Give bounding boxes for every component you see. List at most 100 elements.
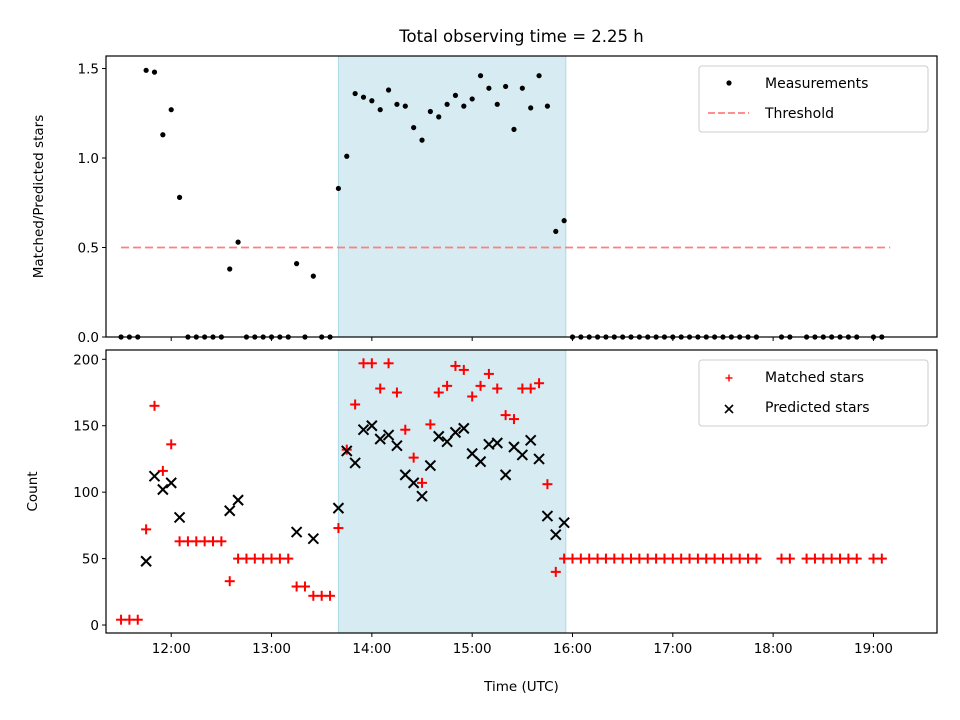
y-tick-label: 0 — [90, 618, 99, 634]
matched-star-point — [166, 439, 177, 450]
matched-star-point — [291, 581, 302, 592]
measurement-point — [452, 92, 459, 98]
measurement-point — [553, 228, 559, 235]
matched-star-point — [550, 566, 561, 577]
ratio-ticks: 0.0 0.5 1.0 1.5 — [78, 62, 874, 346]
measurement-point — [511, 126, 517, 132]
matched-star-point — [241, 553, 252, 564]
measurement-point — [344, 153, 350, 159]
matched-star-point — [375, 383, 386, 394]
predicted-star-point — [449, 426, 462, 439]
x-tick-label: 13:00 — [252, 641, 291, 657]
measurement-point — [227, 266, 233, 272]
predicted-star-point — [148, 470, 161, 482]
matched-star-point — [801, 553, 812, 564]
y-tick-label: 50 — [82, 552, 99, 568]
x-stroke-b — [541, 510, 554, 522]
measurement-point — [494, 101, 500, 107]
y-tick-label: 150 — [73, 419, 99, 435]
x-stroke-b — [357, 424, 370, 436]
x-tick-label: 15:00 — [453, 641, 492, 657]
matched-star-point — [249, 553, 260, 564]
matched-star-point — [726, 553, 737, 564]
count-legend-box — [698, 359, 929, 427]
measurement-point — [419, 137, 425, 143]
measurement-point — [143, 67, 149, 73]
x-stroke-b — [157, 483, 169, 496]
matched-star-point — [450, 360, 461, 371]
predicted-star-point — [157, 483, 169, 496]
predicted-star-point — [391, 439, 403, 452]
matched-star-point — [492, 383, 503, 394]
x-stroke-b — [224, 505, 236, 517]
matched-star-point — [442, 380, 453, 391]
legend-measurements-label: Measurements — [765, 76, 868, 92]
matched-star-point — [818, 553, 829, 564]
count-y-axis-label: Count — [25, 471, 41, 511]
matched-star-point — [299, 581, 310, 592]
matched-star-point — [667, 553, 678, 564]
x-stroke-b — [466, 447, 478, 460]
matched-star-point — [316, 590, 327, 601]
predicted-star-point — [499, 469, 512, 481]
measurement-point — [469, 96, 475, 102]
matched-star-point — [609, 553, 620, 564]
x-stroke-b — [349, 457, 361, 469]
matched-star-point — [634, 553, 645, 564]
matched-star-point — [433, 387, 444, 398]
x-stroke-b — [449, 426, 462, 439]
matched-star-point — [868, 553, 879, 564]
predicted-star-point — [232, 494, 244, 506]
x-stroke-b — [508, 441, 520, 453]
measurement-point — [360, 94, 367, 100]
matched-star-point — [743, 553, 754, 564]
matched-star-point — [600, 553, 611, 564]
predicted-star-point — [332, 502, 345, 514]
x-tick-label: 16:00 — [553, 641, 592, 657]
x-stroke-b — [516, 449, 529, 461]
predicted-star-point — [516, 449, 529, 461]
matched-star-point — [525, 383, 536, 394]
matched-star-point — [626, 553, 637, 564]
matched-star-point — [500, 410, 511, 421]
y-tick-label: 1.0 — [78, 151, 99, 167]
measurement-point — [377, 107, 383, 113]
matched-star-point — [308, 590, 319, 601]
x-stroke-b — [558, 517, 570, 529]
matched-star-point — [141, 524, 152, 535]
x-stroke-b — [382, 429, 395, 441]
matched-star-point — [734, 553, 745, 564]
observing-interval-shade — [337, 349, 567, 634]
matched-star-point — [467, 391, 478, 402]
measurement-point — [486, 85, 492, 91]
x-stroke-b — [483, 438, 495, 451]
predicted-star-point — [407, 477, 420, 489]
matched-star-point — [835, 553, 846, 564]
predicted-star-point — [366, 420, 378, 432]
x-tick-label: 17:00 — [653, 641, 692, 657]
measurement-point — [385, 87, 392, 93]
matched-star-point — [258, 553, 269, 564]
matched-star-point — [475, 380, 486, 391]
measurement-point — [369, 98, 375, 104]
x-stroke-b — [474, 455, 487, 468]
matched-star-point — [383, 358, 394, 369]
x-stroke-b — [441, 435, 453, 448]
matched-star-point — [216, 536, 227, 547]
predicted-star-point — [558, 517, 570, 529]
matched-star-point — [508, 414, 519, 425]
legend-plus-glyph — [725, 374, 733, 382]
predicted-star-point — [458, 422, 470, 435]
count-ticks: 0 50 100 150 200 12:00 13:00 14:00 15:00 16:00 17:… — [73, 352, 893, 657]
matched-star-point — [692, 553, 703, 564]
measurement-point — [519, 85, 525, 91]
matched-star-point — [325, 590, 336, 601]
matched-star-point — [809, 553, 820, 564]
x-stroke-b — [724, 404, 734, 414]
x-stroke-b — [232, 494, 244, 506]
y-tick-label: 0.5 — [78, 241, 99, 257]
measurement-point — [536, 73, 542, 79]
chart-title: Total observing time = 2.25 h — [398, 27, 643, 46]
legend-x-glyph — [724, 404, 734, 414]
x-axis-label: Time (UTC) — [483, 679, 559, 695]
